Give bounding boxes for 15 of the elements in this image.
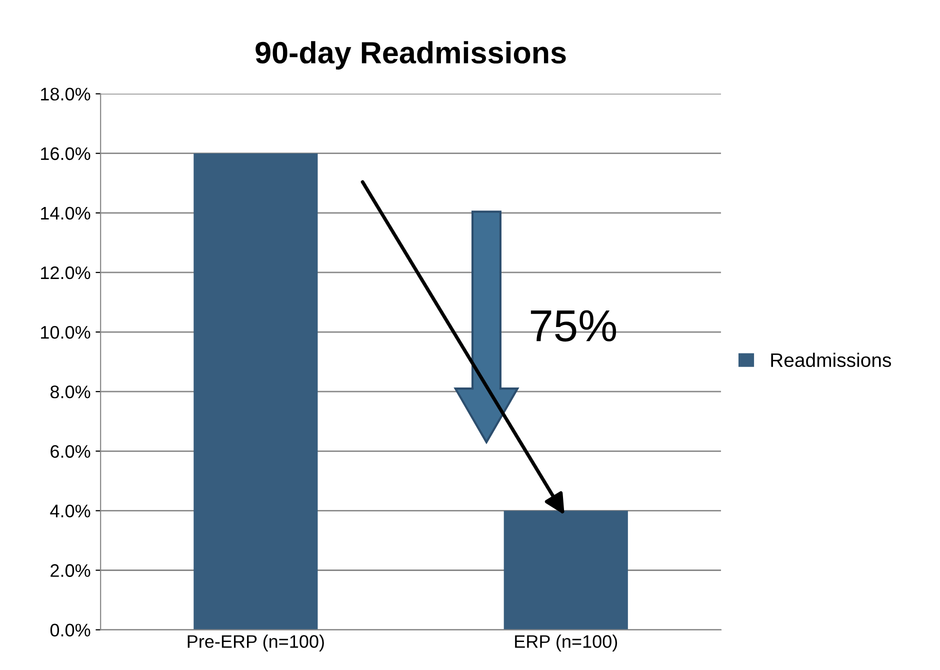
- annotation: 75%: [530, 310, 616, 342]
- y-tick-label: 10.0%: [41, 326, 90, 339]
- y-tick-label: 14.0%: [41, 206, 90, 220]
- y-tick-label: 6.0%: [50, 445, 90, 458]
- chart-title: 90-day Readmissions: [256, 41, 566, 70]
- y-tick-label: 18.0%: [41, 88, 90, 101]
- y-tick-label: 0.0%: [50, 624, 90, 637]
- y-tick-label: 12.0%: [41, 266, 90, 280]
- y-tick-label: 16.0%: [41, 147, 90, 160]
- x-tick-label: ERP (n=100): [515, 634, 618, 652]
- y-tick-label: 8.0%: [50, 386, 90, 398]
- legend-label: Readmissions: [771, 352, 892, 368]
- y-tick-label: 4.0%: [50, 504, 90, 518]
- y-tick-label: 2.0%: [50, 564, 90, 577]
- x-tick-label: Pre-ERP (n=100): [188, 634, 324, 652]
